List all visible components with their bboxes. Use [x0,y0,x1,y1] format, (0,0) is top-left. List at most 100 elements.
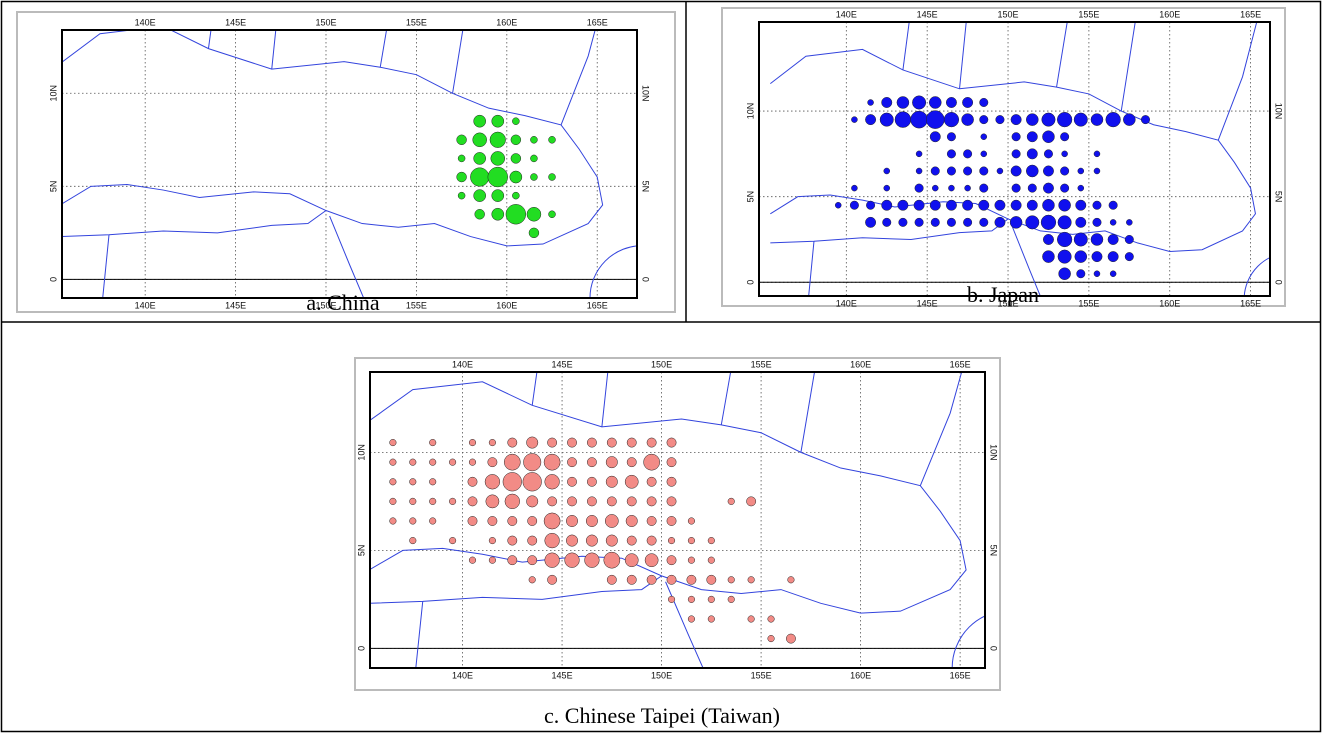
catch-bubble [1057,249,1072,264]
catch-bubble [409,497,417,505]
lat-tick-label: 0 [745,280,755,285]
catch-bubble [548,173,556,181]
catch-bubble [706,574,717,585]
lon-tick-label: 145E [917,298,938,308]
catch-bubble [548,210,556,218]
catch-bubble [526,207,542,222]
catch-bubble [606,437,617,448]
catch-bubble [544,552,560,568]
catch-bubble [409,478,417,486]
catch-bubble [851,184,858,192]
catch-bubble [1025,215,1040,230]
catch-bubble [473,152,487,165]
catch-bubble [666,476,677,487]
catch-bubble [894,111,912,128]
map-area [62,30,637,298]
catch-bubble [1077,184,1085,192]
catch-bubble [930,166,940,176]
catch-bubble [409,458,417,466]
lon-tick-label: 155E [406,17,427,27]
catch-bubble [914,183,924,193]
catch-bubble [767,635,775,643]
catch-bubble [467,516,478,526]
catch-bubble [409,517,417,525]
lat-tick-label: 0 [1274,280,1284,285]
catch-bubble [1011,183,1021,193]
map-layer [62,30,637,298]
catch-bubble [946,132,956,142]
catch-bubble [932,184,939,192]
catch-bubble [523,453,542,472]
catch-bubble [487,457,498,468]
lat-tick-label: 10N [48,85,58,102]
map-frame [369,371,986,669]
lon-tick-label: 165E [587,300,608,310]
catch-bubble [487,516,498,526]
catch-bubble [587,437,597,448]
catch-bubble [547,496,558,507]
catch-bubble [626,535,637,546]
lon-tick-label: 155E [1078,9,1099,19]
lon-tick-label: 140E [135,300,156,310]
catch-bubble [528,576,536,584]
lat-tick-label: 10N [745,103,755,120]
catch-bubble [507,516,518,526]
catch-bubble [964,184,971,192]
catch-bubble [646,496,657,507]
lon-tick-label: 160E [1159,9,1180,19]
eez-boundary [207,30,212,49]
catch-bubble [946,149,956,159]
catch-bubble [544,532,560,549]
catch-bubble [644,553,659,568]
catch-bubble [1091,251,1103,263]
eez-boundary [62,30,604,247]
catch-bubble [567,476,577,487]
catch-bubble [449,497,457,505]
catch-bubble [667,537,676,545]
catch-bubble [467,476,478,487]
catch-bubble [1076,269,1086,279]
catch-bubble [962,199,974,211]
catch-bubble [626,574,637,585]
catch-bubble [896,96,910,109]
catch-bubble [530,173,538,181]
catch-bubble [605,534,618,547]
catch-bubble [948,184,955,192]
eez-boundary [601,372,609,427]
catch-bubble [625,515,638,527]
catch-bubble [945,199,957,211]
catch-bubble [883,184,890,192]
catch-bubble [605,475,618,488]
catch-bubble [548,136,556,144]
lat-tick-label: 5N [356,545,366,557]
map-panel: 140E 140E 145E 145E 150E 150E 155E 155E 160E 160E… [16,11,676,313]
catch-bubble [1060,166,1070,176]
lon-tick-label: 140E [452,670,473,680]
catch-bubble [883,167,890,175]
lon-tick-label: 165E [1240,298,1261,308]
catch-bubble [489,131,506,148]
catch-bubble [727,595,735,603]
eez-boundary [720,372,732,426]
eez-boundary [959,22,967,89]
catch-bubble [603,551,621,569]
catch-bubble [1108,200,1118,210]
eez-boundary [919,372,963,486]
catch-bubble [686,574,697,585]
catch-bubble [522,472,542,492]
map-layer [370,372,985,668]
catch-bubble [470,167,490,187]
catch-bubble [1075,216,1087,228]
lat-tick-label: 5N [989,545,999,557]
catch-bubble [767,615,775,623]
catch-bubble [389,478,397,486]
catch-bubble [979,183,989,193]
lon-tick-label: 150E [315,300,336,310]
catch-bubble [429,497,437,505]
catch-bubble [543,453,561,471]
catch-bubble [1124,234,1134,244]
catch-bubble [1074,250,1088,263]
catch-bubble [587,496,597,507]
catch-bubble [1057,215,1072,230]
